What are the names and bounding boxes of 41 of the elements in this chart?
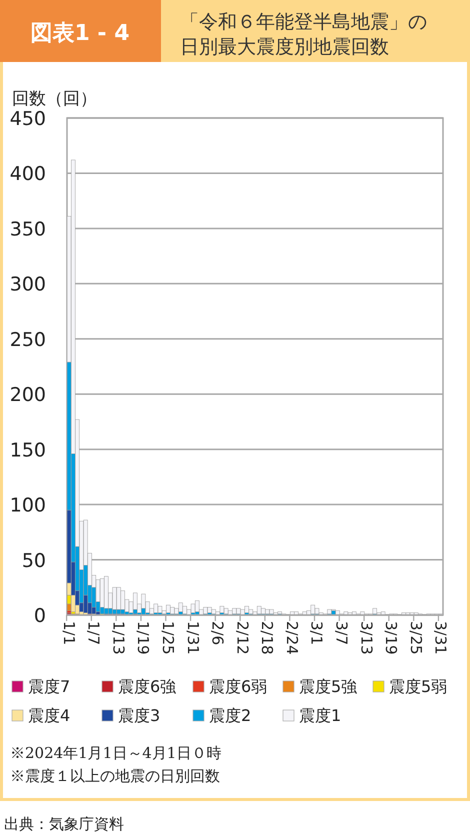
legend-label: 震度2 (209, 706, 252, 725)
x-tick-label: 2/12 (233, 621, 252, 655)
x-tick-label: 3/13 (357, 621, 376, 655)
text: ※2024年1月1日～4月1日０時 (10, 744, 222, 762)
x-tick-label: 3/19 (382, 621, 400, 655)
source-note: 出典：気象庁資料 (4, 815, 124, 833)
x-tick-label: 3/7 (332, 621, 351, 646)
x-tick-label: 1/31 (184, 621, 202, 655)
x-tick-label: 1/19 (134, 621, 152, 655)
y-tick-label: 50 (22, 550, 46, 572)
y-tick-label: 200 (10, 384, 46, 406)
legend-label: 震度5弱 (389, 677, 448, 696)
y-tick-label: 300 (10, 274, 46, 296)
text: ※震度１以上の地震の日別回数 (10, 767, 220, 785)
x-tick-label: 2/18 (258, 621, 276, 655)
x-tick-label: 3/1 (308, 621, 326, 646)
legend-label: 震度5強 (299, 677, 358, 696)
legend-label: 震度7 (28, 677, 70, 696)
y-tick-label: 0 (34, 605, 46, 627)
y-tick-label: 450 (10, 108, 46, 130)
x-tick-label: 2/24 (282, 621, 301, 655)
chart-title: 「令和６年能登半島地震」の日別最大震度別地震回数 (180, 11, 427, 58)
legend-label: 震度4 (28, 706, 70, 725)
x-tick-label: 1/7 (84, 621, 103, 646)
x-tick-label: 3/31 (432, 621, 450, 655)
legend-label: 震度6強 (118, 677, 176, 696)
y-axis-title: 回数（回） (12, 89, 97, 109)
x-tick-label: 3/25 (406, 621, 425, 655)
y-tick-label: 350 (10, 218, 46, 240)
y-tick-label: 100 (10, 494, 46, 517)
legend-label: 震度1 (299, 706, 342, 725)
y-tick-label: 150 (10, 439, 46, 462)
x-tick-label: 1/25 (158, 621, 177, 655)
legend-label: 震度6弱 (209, 677, 268, 696)
text: 図表1 - 4 (30, 21, 130, 46)
x-tick-label: 1/13 (109, 621, 128, 655)
x-tick-label: 2/6 (208, 621, 227, 646)
x-tick-label: 1/1 (60, 621, 78, 646)
y-tick-label: 400 (10, 163, 46, 186)
legend-label: 震度3 (118, 706, 160, 725)
y-tick-label: 250 (10, 328, 46, 351)
